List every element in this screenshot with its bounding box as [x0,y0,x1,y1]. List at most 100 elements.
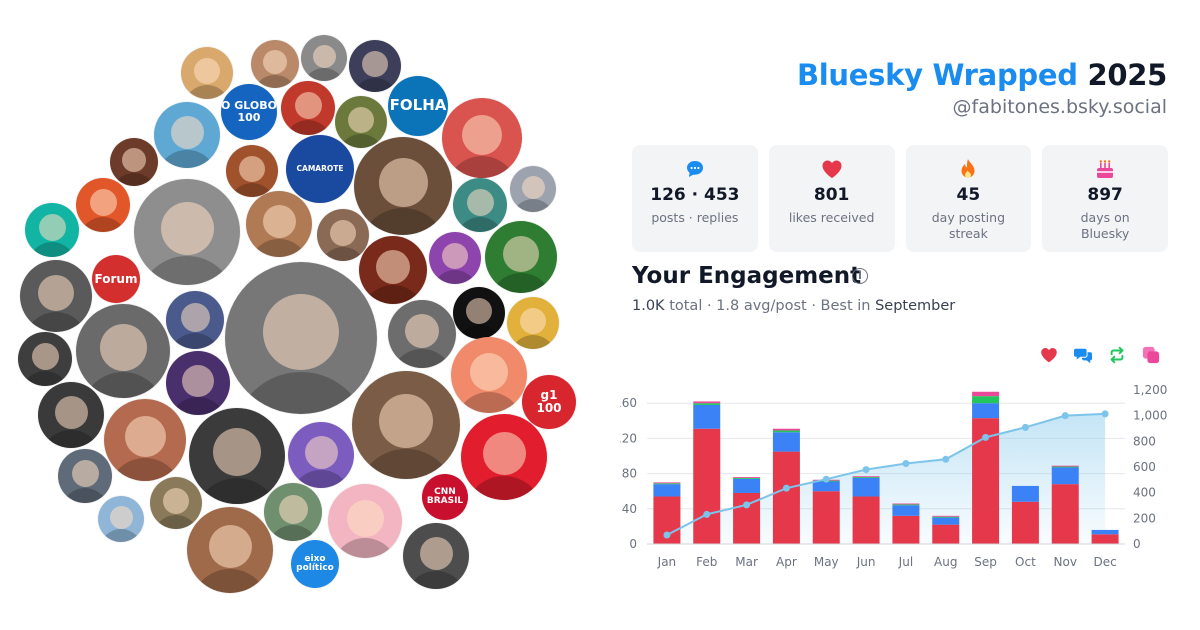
bar-quotes [693,401,721,404]
avatar-silhouette [304,436,338,470]
avatar-silhouette [182,364,214,397]
avatar-shoulders [20,371,70,386]
avatar [181,47,233,99]
bar-reposts [852,477,880,478]
avatar-shoulders [391,349,453,368]
avatar [58,449,112,503]
logo-text: FOLHA [389,96,447,115]
avatar-shoulders [108,458,182,481]
avatar-silhouette [213,428,261,477]
avatar-shoulders [362,285,424,304]
avatar-shoulders [303,68,345,81]
avatar-silhouette [262,205,296,239]
bar-reposts [1051,466,1079,468]
engagement-chart: 0 200 400 600 800 1,000 1,200 0 40 80 120 160 Jan Feb… [620,383,1167,569]
avatar [354,137,452,235]
flame-icon [906,158,1032,180]
cumulative-point [902,460,910,468]
avatar-shoulders [191,569,269,593]
bar-replies [1091,529,1119,535]
avatar-shoulders [253,74,297,88]
bar-reposts [772,430,800,433]
bar-reposts [733,478,761,479]
avatar-shoulders [406,570,466,589]
right-axis-tick-label: 1,000 [1133,409,1167,423]
cumulative-point [743,501,751,509]
avatar-silhouette [263,294,339,371]
avatar-shoulders [100,529,142,542]
avatar-silhouette [379,393,433,448]
stat-label: likes received [788,210,875,225]
avatar [328,484,402,558]
account-logo-avatar: CAMAROTE [286,135,354,203]
avatar [451,337,527,413]
stat-value: 126 · 453 [650,185,740,205]
left-axis-tick-label: 0 [629,537,637,551]
x-axis-tick-label: Sep [974,555,997,569]
avatar-silhouette [31,343,59,371]
avatar-shoulders [465,476,543,500]
avatar-silhouette [163,488,189,515]
right-axis-tick-label: 600 [1133,460,1156,474]
bar-likes [1051,484,1079,544]
chart-legend [1040,346,1160,364]
avatar [38,382,104,448]
info-icon[interactable]: i [852,268,868,284]
avatar [154,102,220,168]
logo-text: Forum [94,271,138,286]
avatar-silhouette [466,298,492,325]
avatar-silhouette [442,243,468,270]
right-axis-tick-label: 400 [1133,486,1156,500]
stat-value: 801 [813,185,850,205]
avatar-silhouette [330,220,356,247]
avatar [288,422,354,488]
avatar-shoulders [139,255,235,285]
avatar-silhouette [208,525,252,569]
avatar-silhouette [278,495,308,525]
avatar [510,166,556,212]
avatar [317,209,369,261]
bar-replies [1011,485,1039,502]
avatar-shoulders [331,537,399,558]
logo-text: CNN BRASIL [426,486,464,506]
avatar-silhouette [405,314,439,349]
avatar-shoulders [488,273,554,293]
bar-reposts [693,403,721,405]
left-axis-tick-label: 160 [620,396,637,410]
avatar [76,304,170,398]
stat-label: day posting streak [931,210,1006,241]
right-axis-tick-label: 0 [1133,537,1141,551]
bar-quotes [1051,465,1079,467]
avatar [18,332,72,386]
avatar-silhouette [521,175,545,199]
bar-quotes [892,503,920,505]
avatar-silhouette [462,115,502,155]
avatar-silhouette [71,460,99,488]
avatar-shoulders [337,133,385,148]
likes-legend-heart-icon [1040,346,1058,364]
avatar-silhouette [312,44,336,68]
avatar-silhouette [466,189,494,217]
engagement-total: 1.0K [632,298,665,314]
avatar [442,98,522,178]
avatar [150,477,202,529]
chat-bubble-icon [632,158,758,180]
avatar [20,260,92,332]
x-axis-tick-label: Jan [657,555,677,569]
avatar-silhouette [160,201,214,255]
bar-replies [693,404,721,429]
stat-card-likes: 801 likes received [768,145,895,252]
cumulative-point [862,466,870,474]
avatar-silhouette [194,58,220,85]
avatar [301,35,347,81]
bar-likes [693,428,721,544]
cumulative-line [666,412,1106,536]
avatar-shoulders [509,334,557,349]
avatar-shoulders [41,429,101,448]
brand-title: Bluesky Wrapped [796,58,1078,92]
avatar-shoulders [169,397,227,415]
bar-replies [932,517,960,525]
avatar [246,191,312,257]
avatar-shoulders [512,199,554,212]
cake-icon [1042,158,1168,180]
